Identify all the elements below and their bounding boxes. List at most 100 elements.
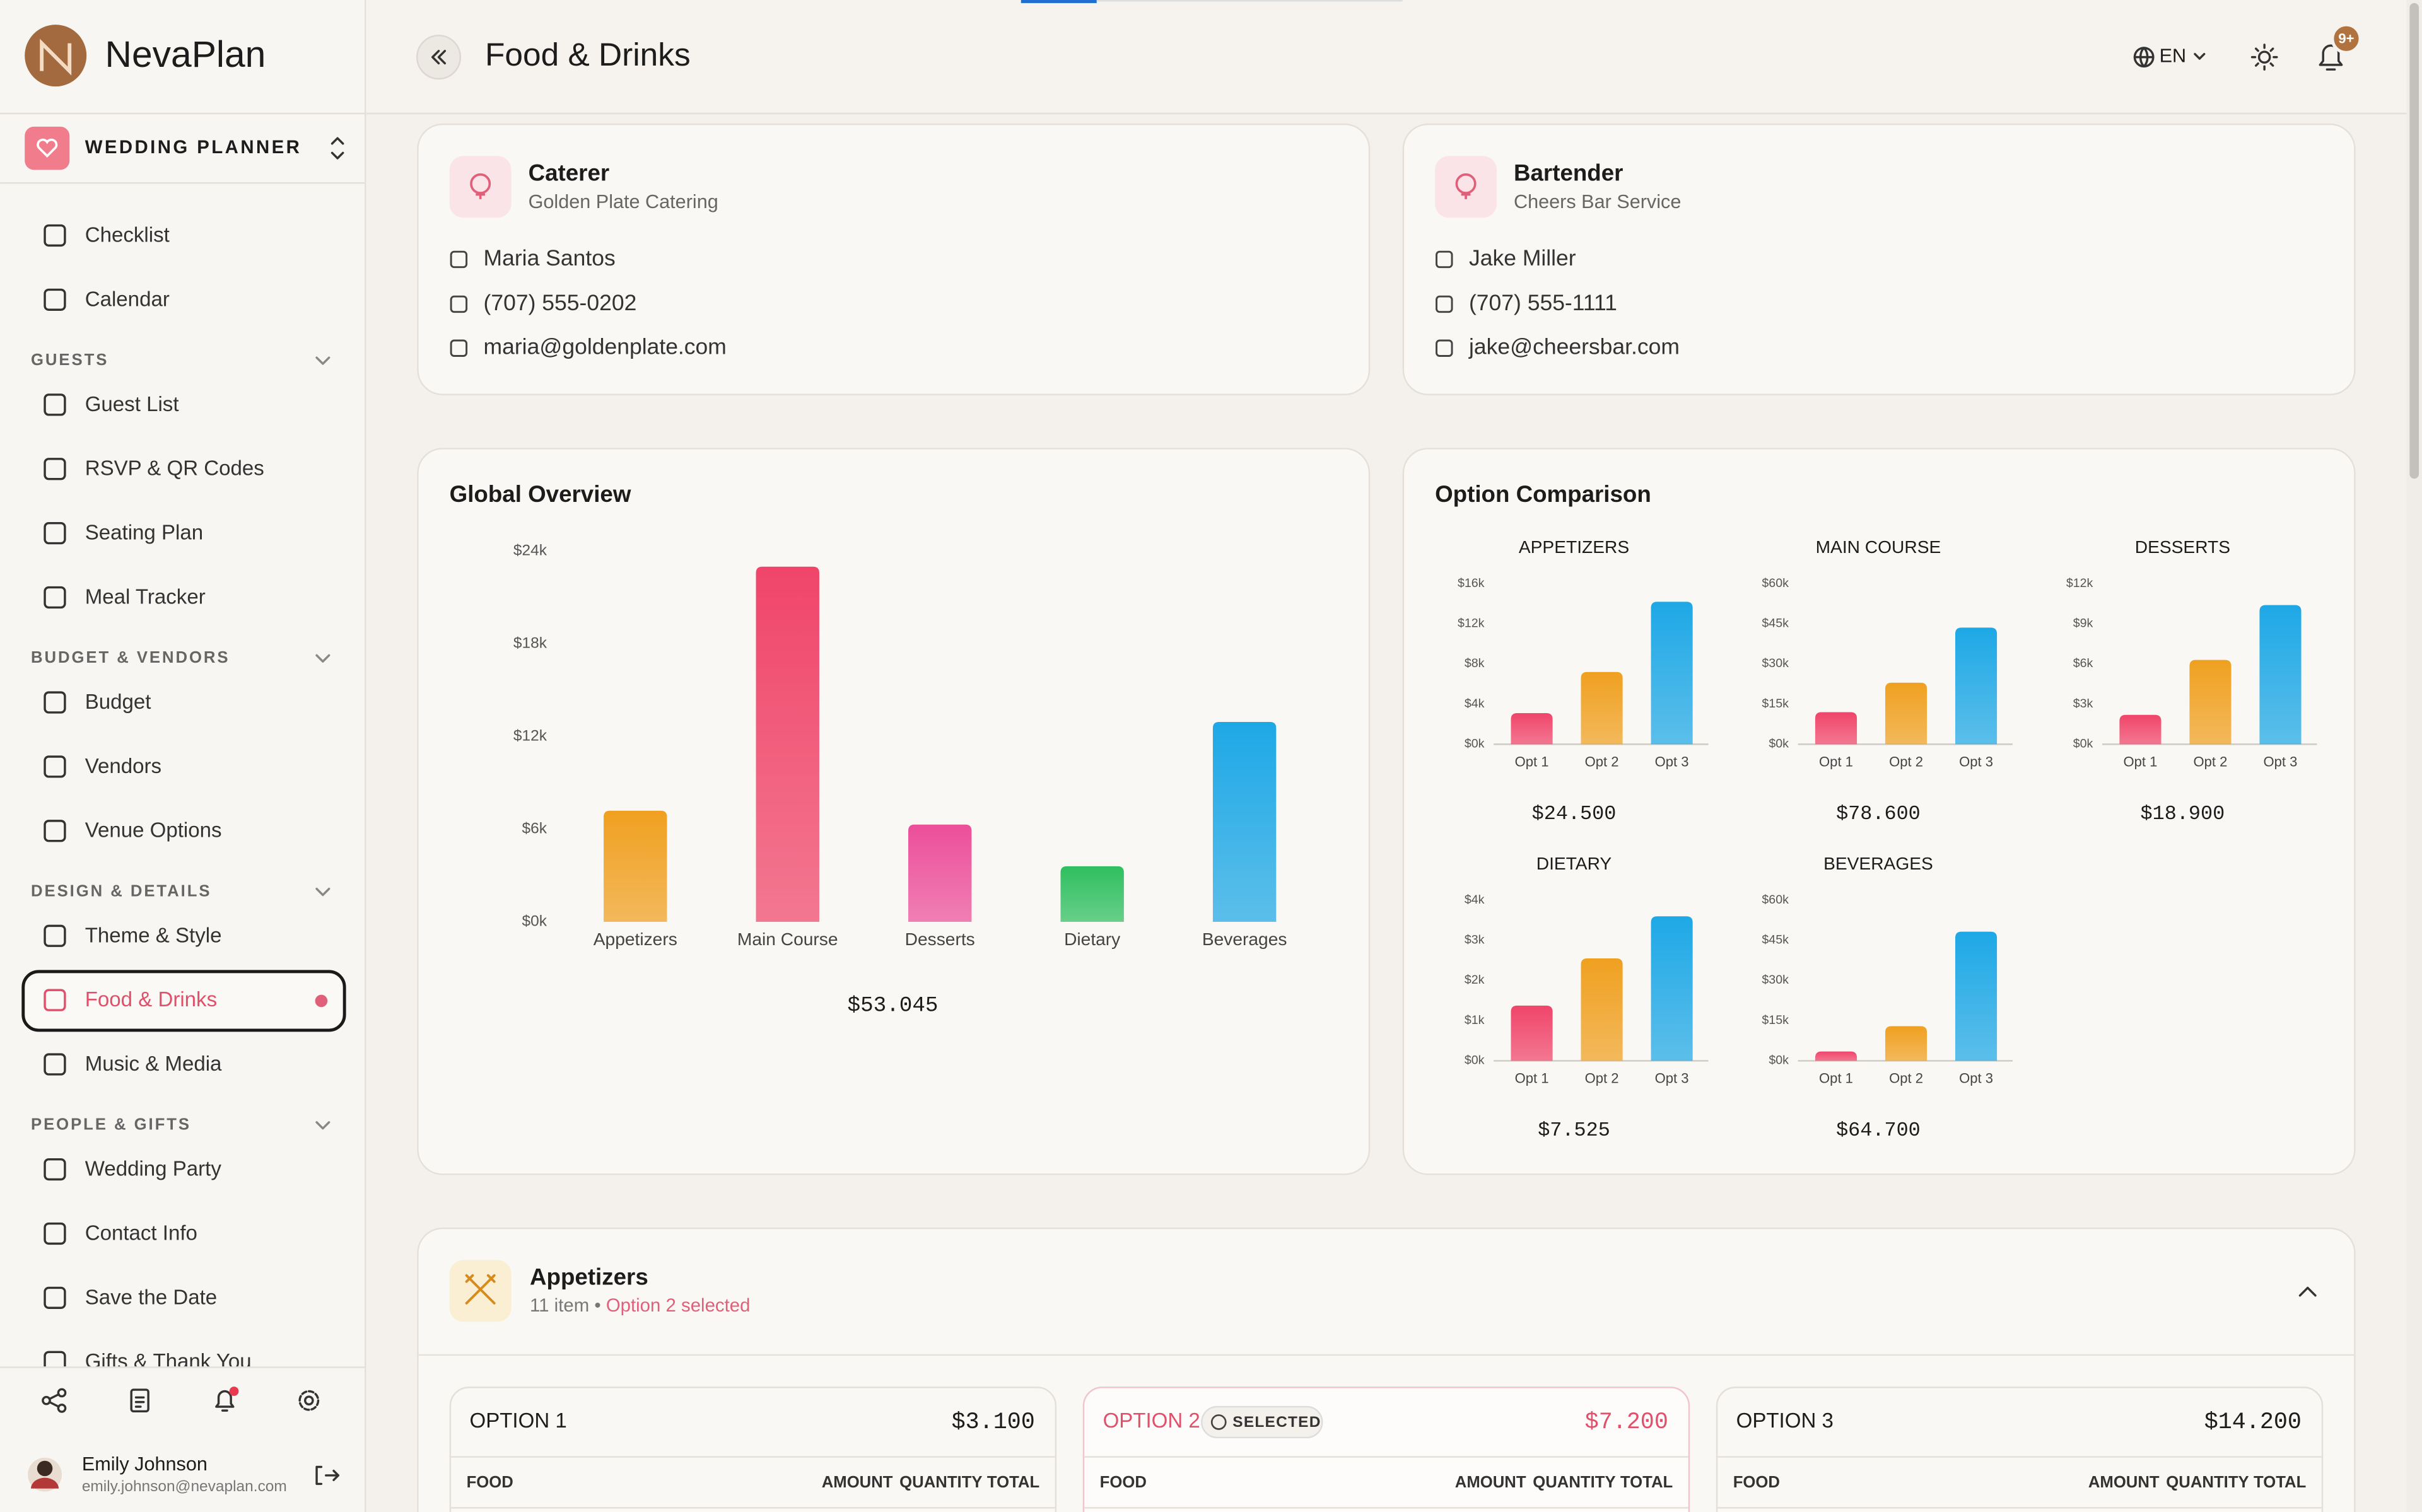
bar bbox=[1511, 713, 1553, 745]
theme-toggle[interactable] bbox=[2250, 44, 2278, 71]
global-overview-card bbox=[417, 448, 1371, 1175]
collapse-button[interactable] bbox=[416, 35, 462, 80]
nav-item[interactable]: Gifts & Thank You bbox=[44, 1350, 252, 1373]
nav-item[interactable]: Save the Date bbox=[44, 1286, 217, 1309]
x-tick-label: Appetizers bbox=[594, 929, 677, 949]
chart-total: $7.525 bbox=[1538, 1119, 1610, 1142]
chart-title: Global Overview bbox=[450, 481, 631, 507]
collapse-chevron[interactable] bbox=[2298, 1286, 2317, 1297]
column-header: TOTAL bbox=[987, 1474, 1039, 1491]
nav-label: Guest List bbox=[85, 393, 179, 416]
y-tick-label: $8k bbox=[1465, 656, 1485, 670]
y-tick-label: $15k bbox=[1762, 1013, 1789, 1027]
share-button[interactable] bbox=[42, 1388, 67, 1413]
nav-label: Meal Tracker bbox=[85, 585, 206, 608]
x-tick-label: Opt 2 bbox=[1585, 754, 1619, 770]
vendor-email[interactable]: maria@goldenplate.com bbox=[484, 334, 727, 359]
y-tick-label: $18k bbox=[513, 635, 547, 652]
nav-item[interactable]: Guest List bbox=[44, 393, 179, 416]
bar bbox=[1581, 958, 1623, 1061]
nav-item[interactable]: Theme & Style bbox=[44, 924, 221, 947]
chart-total: $24.500 bbox=[1532, 803, 1617, 825]
nav-item[interactable]: Seating Plan bbox=[44, 521, 203, 545]
logout-icon[interactable] bbox=[315, 1465, 340, 1486]
option-price: $7.200 bbox=[1585, 1409, 1668, 1436]
vendor-role: Bartender bbox=[1514, 160, 1623, 185]
section-chevron[interactable] bbox=[315, 887, 331, 897]
y-tick-label: $0k bbox=[522, 912, 547, 929]
selected-badge bbox=[1201, 1405, 1323, 1439]
nav-item[interactable]: Checklist bbox=[44, 223, 170, 247]
y-tick-label: $4k bbox=[1465, 697, 1485, 711]
vendor-email[interactable]: jake@cheersbar.com bbox=[1468, 334, 1680, 359]
section-chevron[interactable] bbox=[315, 654, 331, 663]
notification-badge: 9+ bbox=[2338, 30, 2354, 46]
chart-total: $53.045 bbox=[848, 993, 939, 1018]
user-profile[interactable]: Emily Johnson emily.johnson@nevaplan.com bbox=[28, 1453, 340, 1495]
nav-icon bbox=[44, 458, 66, 480]
nav-icon bbox=[44, 393, 66, 416]
separator: • bbox=[594, 1295, 600, 1316]
appetizers-section: Appetizers 11 item • Option 2 selected O… bbox=[417, 1227, 2356, 1512]
brand-name[interactable]: NevaPlan bbox=[105, 34, 266, 75]
vendor-contact: Jake Miller bbox=[1469, 245, 1576, 270]
logo-mark bbox=[40, 38, 72, 76]
option-card[interactable]: OPTION 3 $14.200 FOOD AMOUNT QUANTITY TOTAL bbox=[1716, 1387, 2324, 1512]
nav-item[interactable]: Contact Info bbox=[44, 1221, 197, 1245]
y-tick-label: $0k bbox=[2073, 737, 2093, 751]
workspace-switcher[interactable]: WEDDING PLANNER bbox=[25, 126, 344, 170]
nav-icon bbox=[44, 1222, 66, 1245]
bar bbox=[604, 810, 667, 922]
vendor-phone[interactable]: (707) 555-1111 bbox=[1469, 290, 1617, 315]
bar bbox=[1815, 1051, 1857, 1061]
chart-title: DESSERTS bbox=[2135, 537, 2230, 557]
utensils-icon bbox=[465, 1274, 496, 1305]
nav-item[interactable]: Music & Media bbox=[44, 1052, 222, 1076]
column-header: FOOD bbox=[1100, 1474, 1147, 1491]
column-header: FOOD bbox=[1733, 1474, 1780, 1491]
phone-icon bbox=[1436, 295, 1453, 313]
x-tick-label: Desserts bbox=[905, 929, 975, 949]
nav-item[interactable]: RSVP & QR Codes bbox=[44, 457, 264, 480]
nav-icon bbox=[44, 1053, 66, 1076]
nav-section-label: BUDGET & VENDORS bbox=[31, 649, 230, 666]
y-tick-label: $4k bbox=[1465, 893, 1485, 907]
bar bbox=[1885, 682, 1928, 745]
nav-item[interactable]: Wedding Party bbox=[44, 1158, 221, 1181]
settings-button[interactable] bbox=[298, 1390, 320, 1411]
chart-title: DIETARY bbox=[1536, 854, 1612, 873]
section-chevron[interactable] bbox=[315, 1121, 331, 1130]
nav-item[interactable]: Meal Tracker bbox=[44, 585, 206, 608]
nav-section-label: DESIGN & DETAILS bbox=[31, 882, 211, 900]
nav-label: Venue Options bbox=[85, 819, 222, 842]
alerts-button[interactable] bbox=[215, 1387, 239, 1412]
vendor-company: Golden Plate Catering bbox=[529, 191, 718, 212]
vendor-phone[interactable]: (707) 555-0202 bbox=[484, 290, 637, 315]
y-tick-label: $12k bbox=[2066, 576, 2093, 590]
y-tick-label: $1k bbox=[1465, 1013, 1485, 1027]
scrollbar-thumb[interactable] bbox=[2409, 3, 2419, 479]
nav-item[interactable]: Budget bbox=[44, 690, 151, 714]
y-tick-label: $0k bbox=[1769, 737, 1789, 751]
nav-item[interactable]: Calendar bbox=[44, 288, 170, 311]
avatar-body bbox=[31, 1477, 59, 1489]
footer-icons bbox=[42, 1387, 320, 1413]
nav-label: Contact Info bbox=[85, 1221, 197, 1245]
section-chevron[interactable] bbox=[315, 356, 331, 365]
nav-item[interactable]: Vendors bbox=[44, 755, 161, 778]
bar bbox=[1955, 931, 1998, 1061]
nav-item[interactable]: Venue Options bbox=[44, 819, 222, 842]
option-card[interactable]: OPTION 2 SELECTED $7.200 FOOD AMOUNT QUANTITY… bbox=[1082, 1387, 1690, 1512]
nav-item[interactable]: Food & Drinks bbox=[21, 970, 346, 1032]
notifications-button[interactable]: 9+ bbox=[2319, 23, 2362, 71]
x-tick-label: Opt 3 bbox=[1959, 754, 1993, 770]
language-selector[interactable]: EN bbox=[2133, 45, 2206, 68]
user-email: emily.johnson@nevaplan.com bbox=[82, 1478, 287, 1495]
y-tick-label: $45k bbox=[1762, 617, 1789, 631]
option-card[interactable]: OPTION 1 $3.100 FOOD AMOUNT QUANTITY TOTAL bbox=[449, 1387, 1057, 1512]
docs-button[interactable] bbox=[130, 1388, 149, 1413]
nav-menu: Checklist Calendar GUESTS Guest List RSVP & … bbox=[21, 223, 346, 1373]
x-tick-label: Opt 3 bbox=[2264, 754, 2298, 770]
active-dot bbox=[315, 994, 328, 1008]
